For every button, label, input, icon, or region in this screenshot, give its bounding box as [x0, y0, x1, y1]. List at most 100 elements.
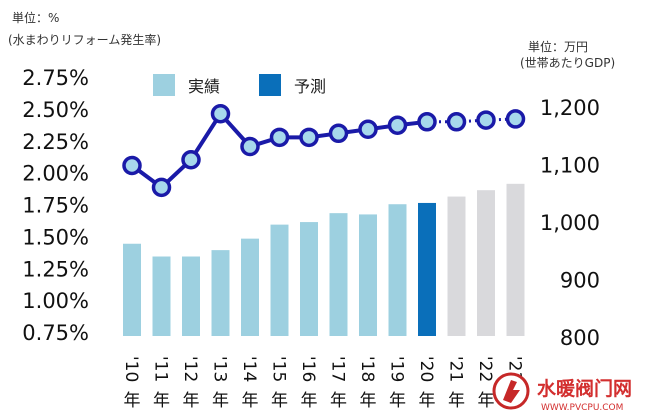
legend-swatch-forecast [259, 74, 281, 96]
x-tick-label: '11 年 [151, 356, 171, 411]
bar [506, 183, 525, 336]
x-tick-unit: 年 [360, 391, 377, 411]
line-point [240, 136, 260, 157]
line-point [181, 150, 201, 170]
bar [447, 196, 466, 336]
line-point [328, 123, 349, 144]
x-tick-year: '20 [416, 356, 436, 382]
x-tick-year: '21 [446, 356, 466, 382]
bar [418, 202, 436, 336]
bar [329, 213, 348, 336]
x-tick-year: '19 [387, 356, 407, 382]
left-tick-label: 1.50% [22, 225, 89, 249]
line-point [299, 127, 319, 148]
legend-label-forecast: 予測 [294, 77, 326, 96]
x-tick-year: '10 [121, 356, 141, 382]
x-tick-year: '11 [151, 356, 171, 382]
x-tick-label: '15 年 [269, 356, 289, 411]
bar [211, 250, 230, 336]
x-tick-label: '12 年 [180, 356, 200, 411]
right-tick-label: 1,000 [540, 211, 600, 235]
x-tick-label: '19 年 [387, 356, 407, 411]
right-tick-label: 1,200 [540, 96, 600, 120]
x-tick-label: '18 年 [357, 356, 377, 411]
left-tick-label: 2.25% [22, 130, 89, 154]
x-tick-unit: 年 [242, 391, 259, 411]
x-tick-year: '14 [239, 356, 259, 382]
left-axis-title-line2: (水まわりリフォーム発生率) [8, 32, 161, 47]
right-tick-label: 800 [560, 326, 600, 350]
right-axis-title-line1: 単位：万円 [528, 39, 588, 54]
bar [300, 222, 318, 336]
line-dashed [427, 117, 516, 124]
x-axis-ticks: '10 年 '11 年 '12 年 '13 年 '14 年 '15 年 '16 年 '17 年 '18 年 '19 年… [121, 356, 525, 411]
watermark-text-sub: WWW.PVCPU.COM [541, 403, 623, 413]
x-tick-year: '17 [328, 356, 348, 382]
left-tick-label: 2.00% [22, 162, 89, 186]
x-tick-unit: 年 [389, 391, 406, 411]
left-tick-label: 0.75% [22, 321, 89, 345]
legend: 実績 予測 [153, 74, 326, 96]
line-point [210, 104, 231, 124]
x-tick-label: '13 年 [210, 356, 230, 411]
bar [270, 224, 289, 336]
legend-swatch-actual [153, 74, 175, 96]
x-tick-unit: 年 [183, 391, 200, 411]
watermark-text-main: 水暖阀门网 [537, 377, 632, 400]
left-tick-label: 2.75% [22, 66, 89, 90]
line-point [122, 155, 142, 176]
bar [241, 238, 259, 336]
x-tick-unit: 年 [212, 391, 229, 411]
x-tick-label: '16 年 [298, 356, 318, 411]
bar [359, 214, 377, 336]
line-point [505, 109, 526, 129]
x-tick-unit: 年 [419, 391, 436, 411]
left-tick-label: 2.50% [22, 98, 89, 122]
x-tick-label: '14 年 [239, 356, 259, 411]
right-axis-title-line2: (世帯あたりGDP) [520, 56, 615, 70]
x-tick-year: '12 [180, 356, 200, 382]
left-tick-label: 1.25% [22, 257, 89, 281]
x-tick-label: '22 年 [475, 356, 495, 411]
right-axis-ticks: 1,200 1,100 1,000 900 800 [540, 96, 600, 350]
right-tick-label: 1,100 [540, 154, 600, 178]
x-tick-unit: 年 [301, 391, 318, 411]
x-tick-label: '21 年 [446, 356, 466, 411]
left-tick-label: 1.75% [22, 194, 89, 218]
line-point [446, 112, 467, 132]
line-point [358, 119, 378, 140]
x-tick-label: '17 年 [328, 356, 348, 411]
bar [477, 190, 495, 336]
bar [152, 256, 171, 336]
x-tick-year: '15 [269, 356, 289, 382]
x-tick-year: '22 [475, 356, 495, 382]
bar-series [123, 183, 525, 336]
bar [123, 243, 141, 336]
x-tick-unit: 年 [124, 391, 141, 411]
watermark-logo [492, 372, 530, 410]
line-point [387, 115, 408, 135]
x-tick-unit: 年 [448, 391, 465, 411]
x-tick-unit: 年 [153, 391, 170, 411]
watermark: 水暖阀门网 WWW.PVCPU.COM [492, 372, 632, 413]
bar [182, 256, 200, 336]
line-solid [130, 110, 428, 190]
x-tick-label: '10 年 [121, 356, 141, 411]
right-tick-label: 900 [560, 269, 600, 293]
line-point [151, 177, 172, 198]
line-series [122, 104, 526, 198]
bar [388, 204, 407, 336]
x-tick-unit: 年 [478, 391, 495, 411]
legend-label-actual: 実績 [188, 77, 220, 96]
line-point [269, 127, 290, 148]
left-axis-ticks: 2.75% 2.50% 2.25% 2.00% 1.75% 1.50% 1.25% 1.00%… [22, 66, 89, 345]
x-tick-unit: 年 [271, 391, 288, 411]
left-axis-title-line1: 単位：% [12, 10, 59, 25]
left-tick-label: 1.00% [22, 289, 89, 313]
x-tick-label: '20 年 [416, 356, 436, 411]
x-tick-year: '18 [357, 356, 377, 382]
line-point [417, 112, 437, 132]
x-tick-year: '16 [298, 356, 318, 382]
line-point [476, 110, 496, 130]
